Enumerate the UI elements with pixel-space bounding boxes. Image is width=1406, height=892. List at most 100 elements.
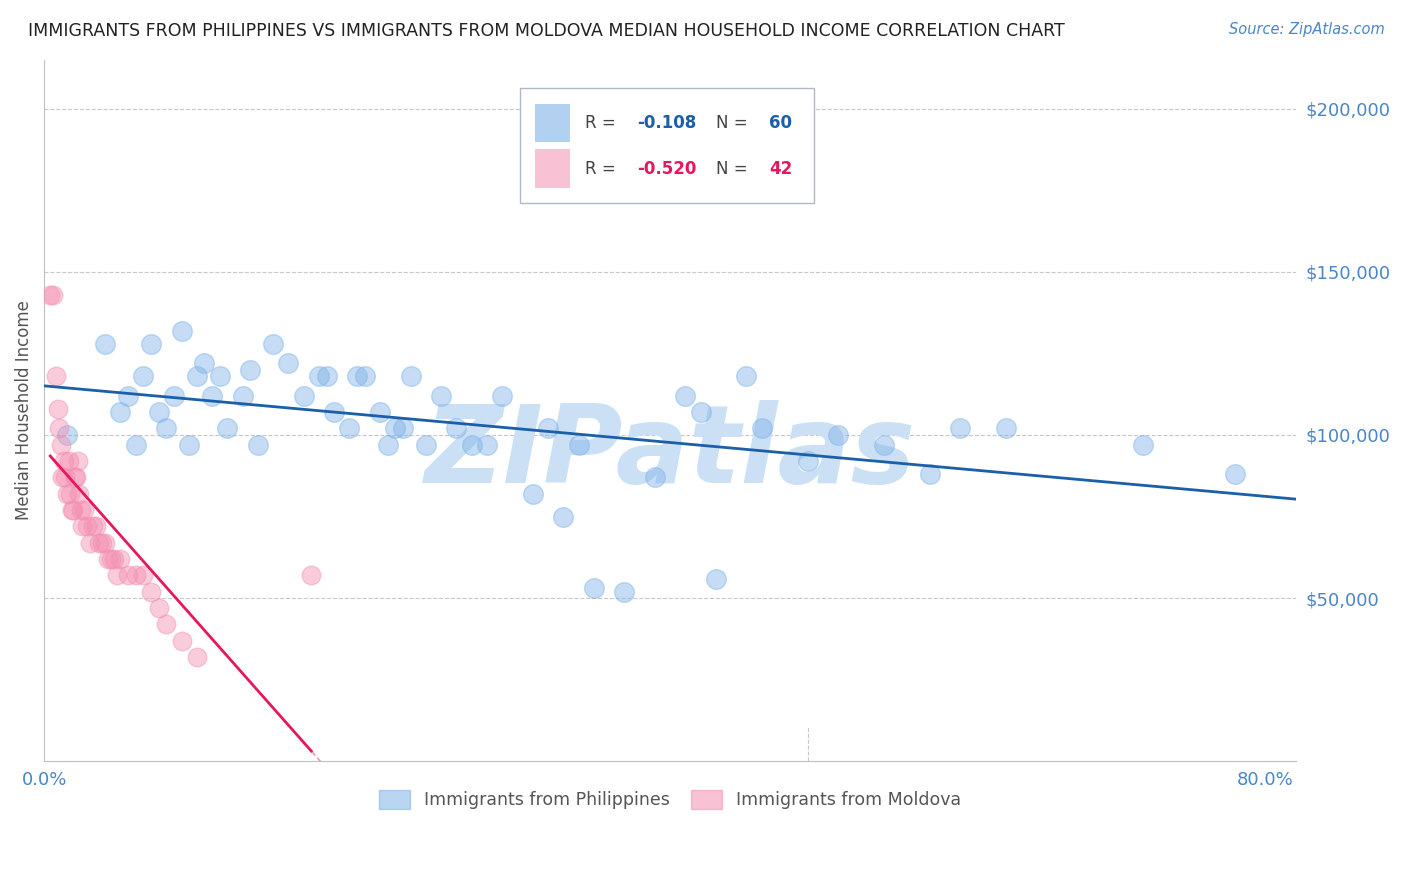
Point: [392, 421, 415, 435]
Point: [179, 438, 201, 452]
Point: [995, 421, 1018, 435]
Text: 42: 42: [769, 160, 793, 178]
Point: [49, 438, 72, 452]
Point: [73, 503, 96, 517]
Point: [299, 568, 322, 582]
Point: [246, 438, 269, 452]
Point: [103, 552, 125, 566]
Point: [132, 369, 155, 384]
Point: [163, 389, 186, 403]
Point: [582, 582, 605, 596]
Point: [399, 369, 422, 384]
Point: [644, 470, 666, 484]
Point: [918, 467, 941, 482]
Point: [491, 389, 513, 403]
Point: [308, 369, 330, 384]
Point: [84, 519, 107, 533]
Point: [39, 287, 62, 301]
Point: [125, 568, 148, 582]
Point: [91, 535, 114, 549]
FancyBboxPatch shape: [520, 87, 814, 203]
Point: [232, 389, 254, 403]
Point: [60, 503, 83, 517]
Text: Source: ZipAtlas.com: Source: ZipAtlas.com: [1229, 22, 1385, 37]
Point: [100, 552, 122, 566]
Text: -0.108: -0.108: [637, 114, 697, 133]
Point: [139, 584, 162, 599]
Point: [446, 421, 468, 435]
Point: [117, 568, 139, 582]
Text: R =: R =: [585, 114, 621, 133]
Text: N =: N =: [717, 160, 754, 178]
Point: [65, 470, 87, 484]
Point: [170, 633, 193, 648]
Point: [55, 470, 77, 484]
Point: [346, 369, 368, 384]
Point: [315, 369, 337, 384]
Point: [117, 389, 139, 403]
Point: [46, 401, 69, 416]
Point: [796, 454, 818, 468]
Point: [139, 336, 162, 351]
Point: [1132, 438, 1154, 452]
Point: [72, 519, 94, 533]
Point: [186, 369, 208, 384]
Point: [59, 487, 82, 501]
Point: [66, 454, 89, 468]
FancyBboxPatch shape: [534, 103, 569, 143]
Point: [339, 421, 361, 435]
Point: [107, 568, 129, 582]
Point: [155, 617, 177, 632]
Point: [170, 324, 193, 338]
Point: [751, 421, 773, 435]
Text: ZIPatlas: ZIPatlas: [425, 400, 915, 506]
Point: [460, 438, 482, 452]
Y-axis label: Median Household Income: Median Household Income: [15, 301, 32, 520]
Point: [76, 519, 98, 533]
Point: [475, 438, 498, 452]
Point: [79, 535, 101, 549]
Point: [82, 519, 104, 533]
Point: [567, 438, 589, 452]
Point: [384, 421, 406, 435]
Point: [208, 369, 231, 384]
Point: [1223, 467, 1246, 482]
Text: -0.520: -0.520: [637, 160, 697, 178]
Point: [613, 584, 636, 599]
Text: 60: 60: [769, 114, 792, 133]
Point: [537, 421, 560, 435]
Point: [193, 356, 215, 370]
Point: [94, 535, 117, 549]
Point: [292, 389, 315, 403]
Point: [430, 389, 453, 403]
Point: [97, 552, 120, 566]
Point: [155, 421, 177, 435]
Point: [52, 454, 75, 468]
Point: [48, 421, 70, 435]
Point: [63, 470, 86, 484]
Point: [148, 601, 170, 615]
Point: [377, 438, 399, 452]
Point: [827, 428, 849, 442]
Point: [553, 509, 575, 524]
Text: N =: N =: [717, 114, 754, 133]
Point: [949, 421, 972, 435]
Point: [735, 369, 758, 384]
Point: [110, 405, 132, 419]
Point: [148, 405, 170, 419]
Point: [67, 487, 90, 501]
Point: [239, 362, 262, 376]
Point: [689, 405, 711, 419]
Point: [673, 389, 696, 403]
Point: [110, 552, 132, 566]
Point: [217, 421, 239, 435]
Point: [201, 389, 224, 403]
Point: [56, 428, 79, 442]
Point: [62, 503, 84, 517]
Text: R =: R =: [585, 160, 621, 178]
Point: [415, 438, 437, 452]
Point: [323, 405, 346, 419]
Point: [69, 503, 91, 517]
Point: [125, 438, 148, 452]
FancyBboxPatch shape: [534, 150, 569, 188]
